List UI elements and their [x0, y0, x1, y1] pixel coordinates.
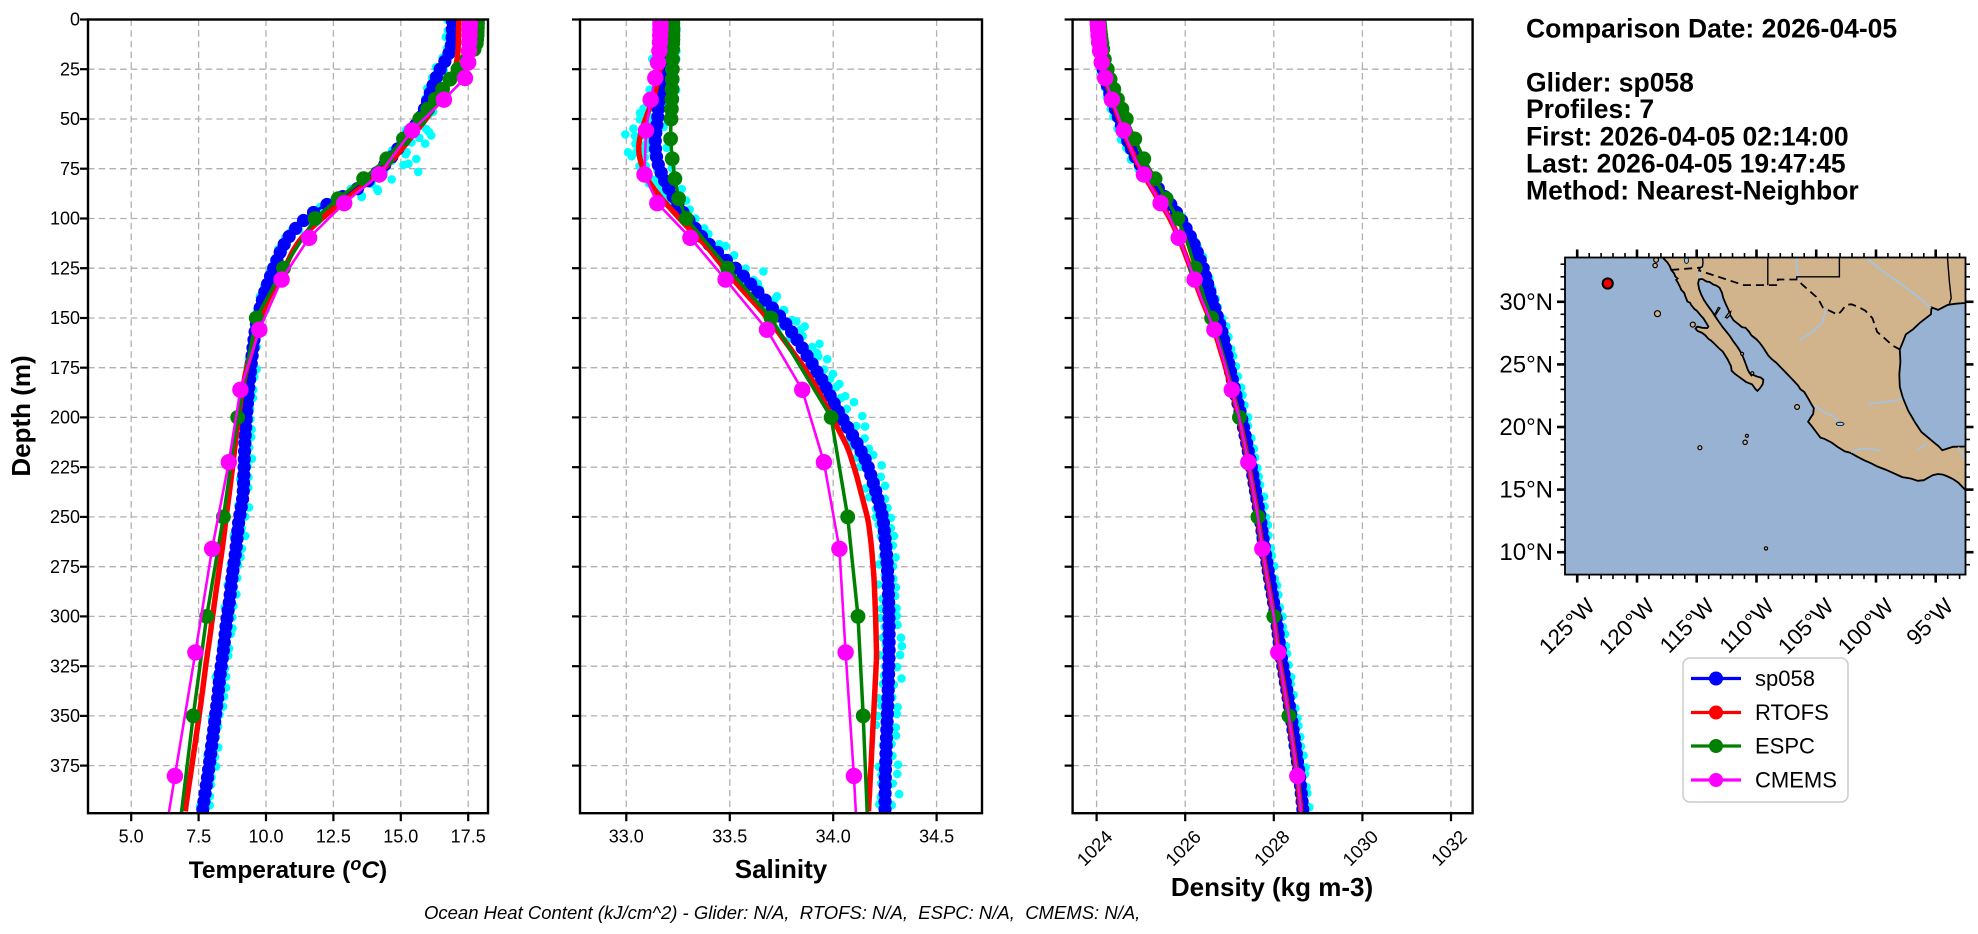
svg-text:Comparison Date: 2026-04-05: Comparison Date: 2026-04-05 [1526, 14, 1897, 44]
svg-text:375: 375 [50, 756, 80, 776]
svg-text:Ocean Heat Content (kJ/cm^2) -: Ocean Heat Content (kJ/cm^2) - Glider: N… [424, 902, 1140, 923]
svg-text:33.5: 33.5 [712, 827, 747, 847]
svg-text:Glider: sp058: Glider: sp058 [1526, 67, 1694, 97]
svg-text:175: 175 [50, 358, 80, 378]
svg-text:10.0: 10.0 [248, 827, 283, 847]
svg-text:Profiles: 7: Profiles: 7 [1526, 94, 1654, 124]
svg-text:0: 0 [70, 10, 80, 30]
svg-text:33.0: 33.0 [609, 827, 644, 847]
svg-text:325: 325 [50, 656, 80, 676]
svg-text:CMEMS: CMEMS [1755, 768, 1837, 793]
svg-text:15°N: 15°N [1499, 477, 1553, 504]
svg-text:Salinity: Salinity [735, 854, 828, 884]
svg-text:10°N: 10°N [1499, 539, 1553, 566]
svg-text:15.0: 15.0 [383, 827, 418, 847]
svg-text:sp058: sp058 [1755, 666, 1815, 691]
svg-text:34.5: 34.5 [919, 827, 954, 847]
svg-text:ESPC: ESPC [1755, 734, 1815, 759]
svg-text:50: 50 [60, 109, 80, 129]
svg-text:100: 100 [50, 209, 80, 229]
svg-text:250: 250 [50, 507, 80, 527]
svg-text:275: 275 [50, 557, 80, 577]
svg-text:First: 2026-04-05 02:14:00: First: 2026-04-05 02:14:00 [1526, 122, 1849, 152]
svg-text:RTOFS: RTOFS [1755, 700, 1829, 725]
svg-text:Last: 2026-04-05 19:47:45: Last: 2026-04-05 19:47:45 [1526, 149, 1846, 179]
svg-text:25: 25 [60, 59, 80, 79]
svg-text:34.0: 34.0 [816, 827, 851, 847]
svg-text:25°N: 25°N [1499, 351, 1553, 378]
svg-text:350: 350 [50, 706, 80, 726]
svg-text:30°N: 30°N [1499, 289, 1553, 316]
svg-text:200: 200 [50, 408, 80, 428]
svg-text:20°N: 20°N [1499, 414, 1553, 441]
svg-text:Density (kg m-3): Density (kg m-3) [1171, 872, 1373, 902]
svg-text:Method: Nearest-Neighbor: Method: Nearest-Neighbor [1526, 176, 1859, 206]
svg-text:75: 75 [60, 159, 80, 179]
svg-text:17.5: 17.5 [451, 827, 486, 847]
svg-text:Depth (m): Depth (m) [6, 355, 36, 476]
svg-text:150: 150 [50, 308, 80, 328]
svg-text:300: 300 [50, 607, 80, 627]
svg-text:12.5: 12.5 [316, 827, 351, 847]
svg-text:5.0: 5.0 [119, 827, 144, 847]
svg-text:125: 125 [50, 258, 80, 278]
svg-text:225: 225 [50, 457, 80, 477]
svg-text:7.5: 7.5 [186, 827, 211, 847]
